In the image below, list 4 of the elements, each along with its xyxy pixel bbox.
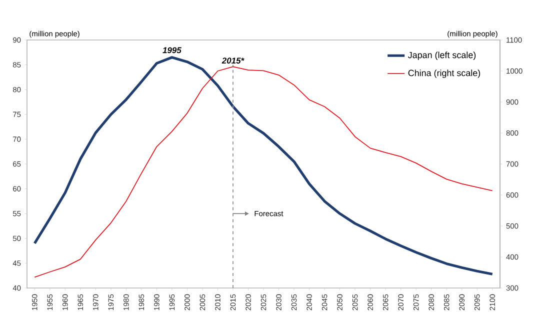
annotation: 1995 [162,47,182,54]
legend-label: China (right scale) [408,70,480,78]
ref-line-label: 2015* [222,58,244,64]
legend-label: Japan (left scale) [408,52,476,60]
